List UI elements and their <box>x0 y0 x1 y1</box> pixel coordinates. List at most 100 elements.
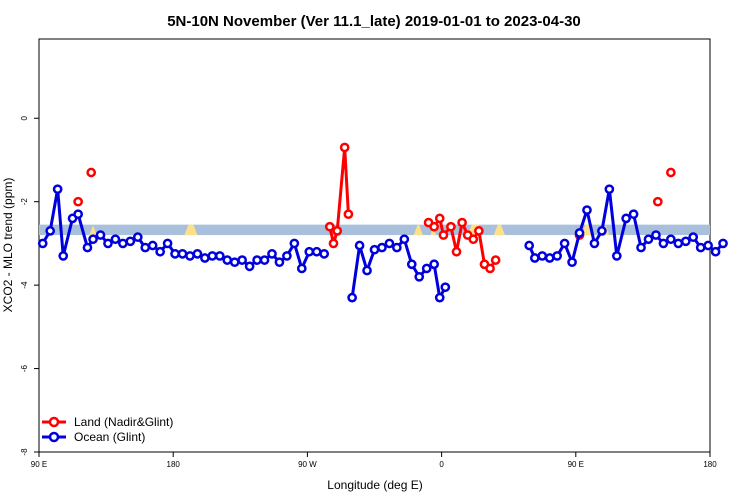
data-point <box>200 253 210 263</box>
series-layer <box>37 142 728 303</box>
data-point <box>192 248 203 259</box>
data-point <box>207 251 218 261</box>
data-point <box>485 263 495 274</box>
band-land-segment <box>89 224 97 236</box>
x-tick-label: 90 E <box>31 460 47 469</box>
y-axis: 0 -2 -4 -6 -8 <box>20 115 39 456</box>
data-point <box>457 217 467 228</box>
x-tick-label: 180 <box>167 460 181 469</box>
data-point <box>118 238 128 249</box>
data-point <box>703 240 713 251</box>
data-point <box>52 184 63 195</box>
data-point <box>222 255 233 265</box>
data-point <box>282 251 292 261</box>
data-point <box>544 253 555 263</box>
data-point <box>474 226 484 236</box>
data-point <box>140 242 151 253</box>
data-point <box>162 238 173 249</box>
data-point <box>710 246 721 257</box>
data-point <box>597 226 607 236</box>
data-point <box>446 221 456 232</box>
series-land <box>73 142 676 274</box>
data-point <box>589 238 600 249</box>
data-point <box>438 230 449 240</box>
y-tick-label: -4 <box>20 281 29 289</box>
data-point <box>132 232 143 243</box>
data-point <box>339 142 350 153</box>
data-point <box>392 242 402 253</box>
y-tick-label: -2 <box>20 198 29 206</box>
data-point <box>628 209 639 220</box>
data-point <box>304 246 315 257</box>
data-point <box>567 257 577 268</box>
data-point <box>399 234 410 245</box>
data-point <box>666 234 676 245</box>
data-point <box>125 236 136 247</box>
data-point <box>552 251 563 261</box>
data-point <box>604 184 615 195</box>
data-point <box>384 238 395 249</box>
data-point <box>636 242 646 253</box>
data-point <box>673 238 684 249</box>
data-point <box>468 234 479 245</box>
data-point <box>582 205 592 215</box>
data-point <box>369 244 380 255</box>
chart-title: 5N-10N November (Ver 11.1_late) 2019-01-… <box>167 13 581 30</box>
data-point <box>95 230 106 240</box>
data-point <box>362 265 372 276</box>
data-point <box>347 292 357 303</box>
data-point <box>559 238 570 249</box>
data-point <box>244 261 255 272</box>
data-point <box>177 248 188 259</box>
data-point <box>354 240 365 251</box>
data-point <box>537 251 548 261</box>
data-point <box>185 251 195 261</box>
data-point <box>529 253 540 263</box>
data-point <box>643 234 654 245</box>
data-point <box>45 226 56 236</box>
legend-land-marker <box>48 416 60 428</box>
data-point <box>451 246 462 257</box>
y-tick-label: -6 <box>20 364 29 372</box>
data-point <box>324 221 335 232</box>
legend-land-label: Land (Nadir&Glint) <box>74 415 173 429</box>
data-point <box>155 246 166 257</box>
band-land-segment <box>184 224 198 236</box>
data-point <box>406 259 417 270</box>
data-point <box>252 255 262 265</box>
x-axis-label: Longitude (deg E) <box>327 478 422 492</box>
legend-ocean-marker <box>48 431 60 443</box>
data-point <box>73 209 83 220</box>
x-tick-label: 90 E <box>568 460 584 469</box>
data-point <box>37 238 48 249</box>
x-axis: 90 E 180 90 W 0 90 E 180 <box>31 452 717 469</box>
data-point <box>214 251 225 261</box>
band-ocean <box>39 224 710 236</box>
data-point <box>574 228 585 238</box>
legend: Land (Nadir&Glint) Ocean (Glint) <box>42 415 173 444</box>
data-point <box>343 209 354 220</box>
data-point <box>103 238 113 249</box>
series-ocean <box>37 184 728 303</box>
y-tick-label: -8 <box>20 448 29 456</box>
band-land-segment <box>413 224 423 236</box>
data-point <box>296 263 307 274</box>
data-point <box>652 196 663 207</box>
legend-ocean-label: Ocean (Glint) <box>74 430 145 444</box>
data-point <box>658 238 669 249</box>
band-land-segment <box>493 224 505 236</box>
x-tick-label: 90 W <box>298 460 317 469</box>
x-tick-label: 0 <box>439 460 444 469</box>
data-point <box>289 238 300 249</box>
data-point <box>718 238 728 249</box>
data-point <box>377 242 387 253</box>
data-point <box>434 213 445 224</box>
data-point <box>58 251 69 261</box>
data-point <box>524 240 535 251</box>
x-tick-label: 180 <box>703 460 717 469</box>
data-point <box>666 167 676 178</box>
y-tick-label: 0 <box>20 115 29 120</box>
data-point <box>611 251 622 261</box>
data-point <box>328 238 339 249</box>
